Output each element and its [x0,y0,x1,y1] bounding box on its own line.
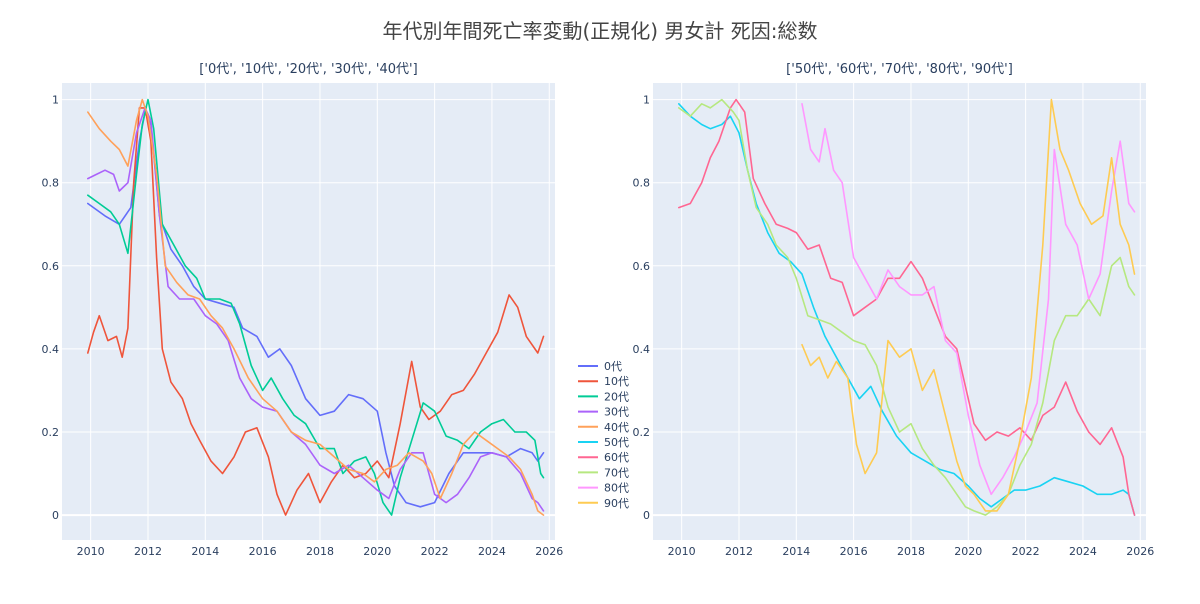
legend-item[interactable]: 0代 [578,360,622,373]
legend-label: 90代 [604,497,629,510]
legend-item[interactable]: 30代 [578,406,629,419]
x-tick-label: 2014 [191,545,219,558]
x-tick-label: 2020 [363,545,391,558]
series-line-40代 [87,98,545,516]
chart-panel-1: ['50代', '60代', '70代', '80代', '90代'] 2010 2… [633,62,1155,558]
x-tick-label: 2024 [478,545,506,558]
legend-label: 20代 [604,390,629,403]
y-tick-label: 1 [643,94,650,107]
legend-label: 70代 [604,466,629,479]
series-group [87,98,545,516]
legend-label: 80代 [604,482,629,495]
legend-item[interactable]: 70代 [578,466,629,479]
series-line-80代 [801,103,1136,496]
x-tick-label: 2020 [954,545,982,558]
x-tick-label: 2014 [782,545,810,558]
x-tick-label: 2016 [249,545,277,558]
x-tick-label: 2022 [421,545,449,558]
y-tick-label: 1 [52,94,59,107]
subplot-title: ['50代', '60代', '70代', '80代', '90代'] [786,62,1013,77]
y-tick-label: 0.2 [42,426,60,439]
y-tick-label: 0 [643,509,650,522]
legend-label: 60代 [604,451,629,464]
legend-item[interactable]: 90代 [578,497,629,510]
chart-title: 年代別年間死亡率変動(正規化) 男女計 死因:総数 [382,19,817,43]
y-tick-label: 0 [52,509,59,522]
y-tick-label: 0.4 [633,343,651,356]
plot-area [62,83,555,540]
series-line-60代 [677,98,1136,516]
legend-label: 40代 [604,421,629,434]
series-group [677,98,1136,516]
series-line-50代 [677,103,1136,516]
y-tick-label: 0.8 [42,177,60,190]
plot-area [653,83,1146,540]
x-tick-label: 2026 [535,545,563,558]
y-tick-label: 0.6 [42,260,60,273]
y-tick-label: 0.2 [633,426,651,439]
chart-panels: ['0代', '10代', '20代', '30代', '40代'] 2010 20… [42,62,1155,558]
x-tick-label: 2022 [1012,545,1040,558]
x-tick-label: 2018 [306,545,334,558]
series-line-30代 [87,107,545,512]
legend-item[interactable]: 20代 [578,390,629,403]
series-line-90代 [801,98,1136,512]
legend-label: 10代 [604,375,629,388]
series-line-20代 [87,98,545,516]
x-tick-label: 2026 [1126,545,1154,558]
legend-item[interactable]: 40代 [578,421,629,434]
x-tick-label: 2024 [1069,545,1097,558]
legend-label: 30代 [604,406,629,419]
legend-item[interactable]: 60代 [578,451,629,464]
legend-label: 0代 [604,360,622,373]
x-tick-label: 2018 [897,545,925,558]
y-tick-label: 0.4 [42,343,60,356]
x-tick-label: 2010 [668,545,696,558]
y-tick-label: 0.8 [633,177,651,190]
legend-label: 50代 [604,436,629,449]
x-tick-label: 2012 [725,545,753,558]
series-line-70代 [677,98,1136,516]
x-tick-label: 2010 [77,545,105,558]
chart-legend: 0代 10代 20代 30代 40代 50代 60代 70代 80代 90代 [578,360,629,510]
subplot-title: ['0代', '10代', '20代', '30代', '40代'] [199,62,417,77]
x-tick-label: 2016 [840,545,868,558]
legend-item[interactable]: 80代 [578,482,629,495]
y-tick-label: 0.6 [633,260,651,273]
legend-item[interactable]: 50代 [578,436,629,449]
chart-panel-0: ['0代', '10代', '20代', '30代', '40代'] 2010 20… [42,62,564,558]
x-tick-label: 2012 [134,545,162,558]
legend-item[interactable]: 10代 [578,375,629,388]
